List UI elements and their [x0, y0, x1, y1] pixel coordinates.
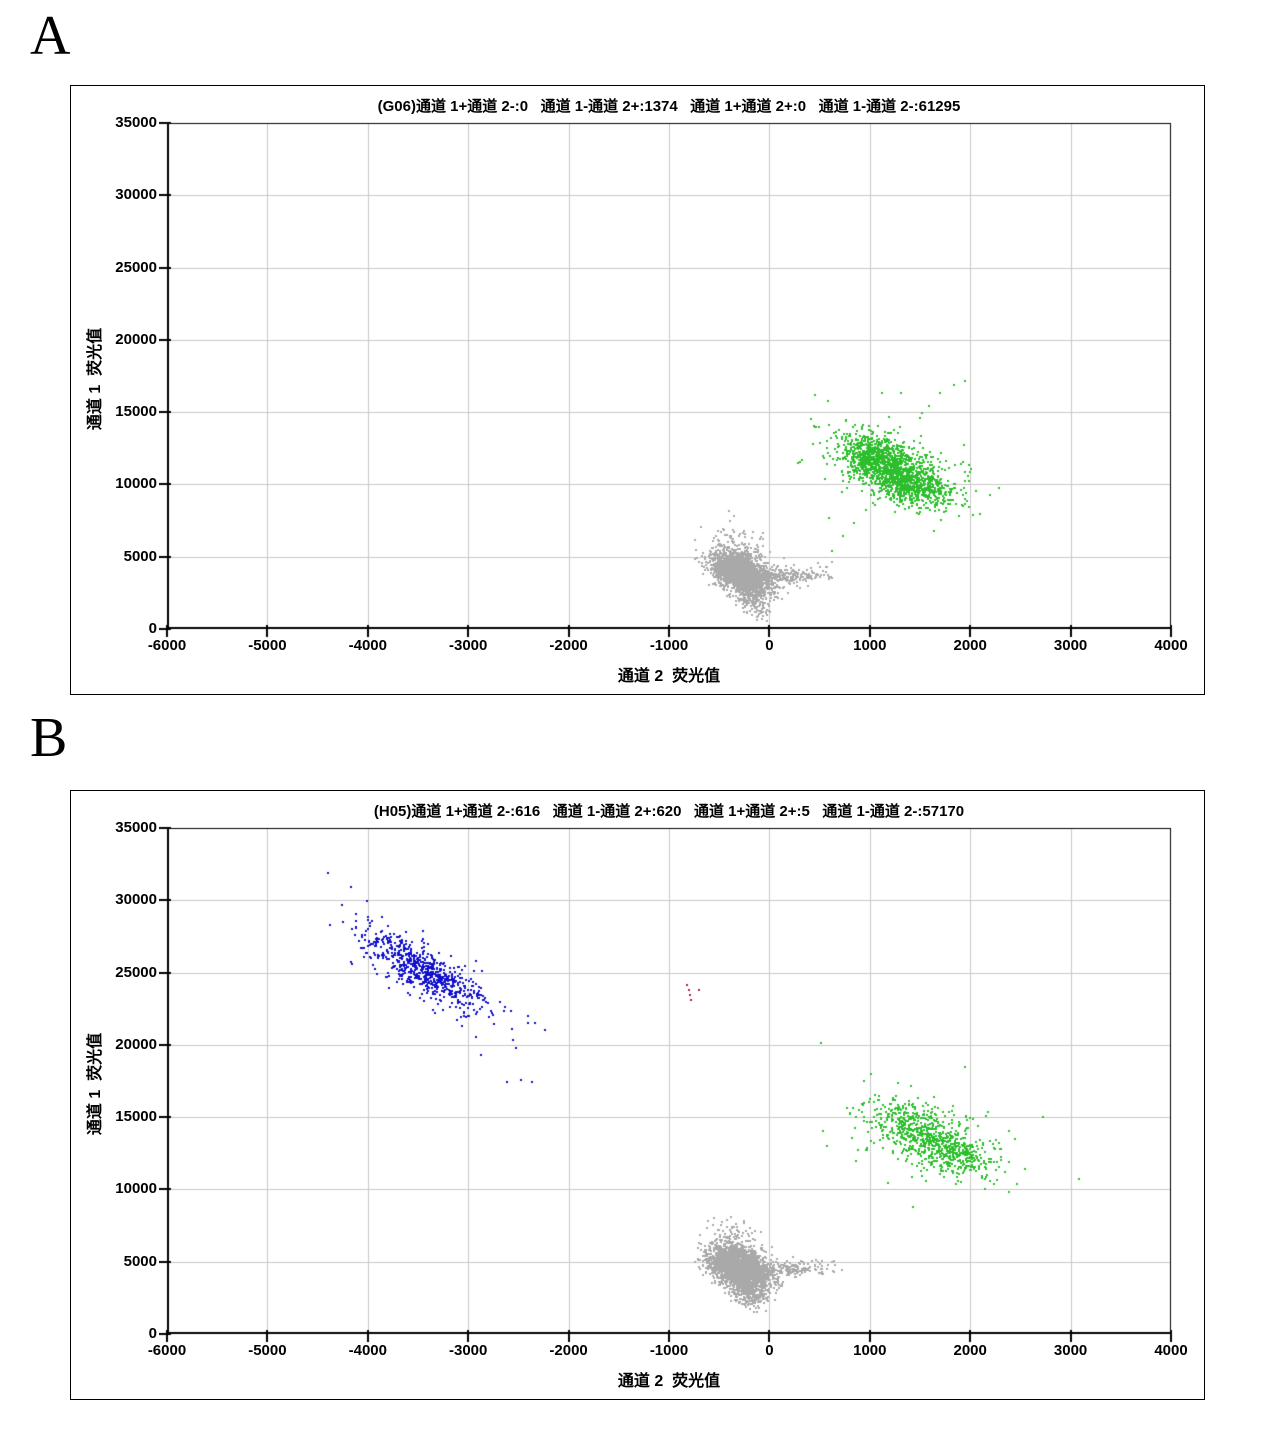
x-tick-label: -5000	[248, 637, 287, 654]
y-tick-label: 0	[148, 620, 157, 637]
x-tick-label: -1000	[649, 1342, 689, 1359]
x-tick-label: 3000	[1053, 1342, 1088, 1359]
y-tick-label: 10000	[115, 1180, 157, 1198]
y-tick-label: 10000	[115, 475, 157, 493]
x-tick-label: -4000	[348, 637, 387, 654]
panel-label-a: A	[30, 5, 71, 67]
x-tick-label: 1000	[853, 637, 887, 654]
x-axis-label-a: 通道 2 荧光值	[617, 668, 721, 685]
x-tick-label: -1000	[649, 637, 689, 654]
y-tick-label: 15000	[115, 403, 157, 421]
x-tick-label: 4000	[1154, 1342, 1188, 1359]
x-tick-label: 2000	[953, 637, 987, 654]
x-tick-label: 4000	[1154, 637, 1188, 654]
x-tick-label: 0	[765, 1342, 774, 1359]
x-tick-label: -6000	[147, 637, 187, 654]
x-tick-label: -2000	[549, 1342, 588, 1359]
y-tick-label: 5000	[123, 1252, 157, 1270]
x-tick-label: 2000	[953, 1342, 987, 1359]
y-tick-label: 20000	[115, 330, 157, 348]
y-tick-label: 25000	[115, 963, 157, 981]
x-tick-label: -6000	[147, 1342, 187, 1359]
scatter-chart-b: (H05)通道 1+通道 2-:616 通道 1-通道 2+:620 通道 1+…	[70, 790, 1205, 1400]
y-tick-label: 35000	[115, 819, 157, 836]
scatter-chart-a: (G06)通道 1+通道 2-:0 通道 1-通道 2+:1374 通道 1+通…	[70, 85, 1205, 695]
chart-title-b: (H05)通道 1+通道 2-:616 通道 1-通道 2+:620 通道 1+…	[373, 803, 965, 820]
x-tick-label: -5000	[248, 1342, 287, 1359]
y-tick-label: 0	[148, 1325, 157, 1342]
scatter-plot-canvas-a	[159, 119, 1179, 643]
chart-title-a: (G06)通道 1+通道 2-:0 通道 1-通道 2+:1374 通道 1+通…	[377, 98, 961, 115]
x-tick-label: -2000	[549, 637, 588, 654]
y-tick-label: 25000	[115, 258, 157, 276]
x-tick-label: -4000	[348, 1342, 387, 1359]
y-tick-label: 5000	[123, 547, 157, 565]
y-tick-label: 35000	[115, 114, 157, 131]
x-tick-label: 0	[765, 637, 774, 654]
x-tick-label: 3000	[1053, 637, 1088, 654]
x-tick-label: -3000	[449, 1342, 488, 1359]
y-tick-label: 30000	[115, 891, 157, 909]
scatter-plot-canvas-b	[159, 824, 1179, 1348]
y-tick-label: 30000	[115, 186, 157, 204]
y-tick-label: 15000	[115, 1108, 157, 1126]
panel-label-b: B	[30, 707, 68, 769]
x-tick-label: 1000	[853, 1342, 887, 1359]
y-tick-label: 20000	[115, 1035, 157, 1053]
x-tick-label: -3000	[449, 637, 488, 654]
x-axis-label-b: 通道 2 荧光值	[617, 1373, 721, 1390]
